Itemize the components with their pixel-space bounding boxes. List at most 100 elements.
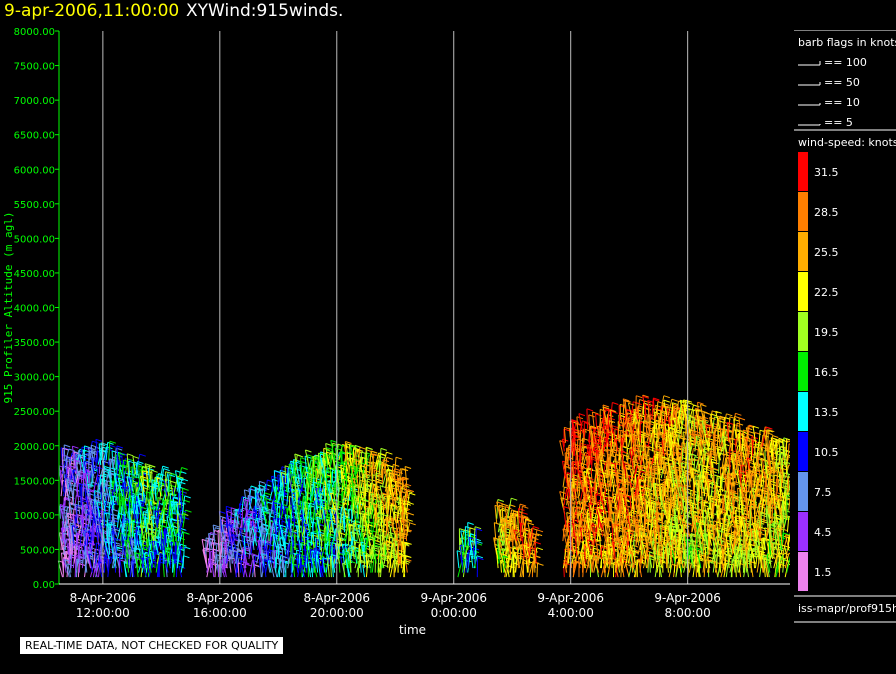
wind-barb <box>576 423 582 443</box>
wind-barb <box>154 510 158 528</box>
wind-barb-flag <box>335 447 342 451</box>
wind-barb <box>95 527 99 542</box>
wind-barb <box>354 550 358 564</box>
wind-barb <box>145 517 148 533</box>
wind-barb-flag <box>345 517 353 521</box>
wind-barb <box>474 538 477 555</box>
wind-barb <box>108 458 112 479</box>
wind-barb <box>116 521 122 542</box>
wind-barb-flag <box>227 515 234 519</box>
wind-barb <box>578 413 584 434</box>
wind-barb-flag <box>475 542 483 546</box>
wind-barb <box>352 497 355 510</box>
wind-barb <box>79 517 85 537</box>
wind-barb-flag <box>102 460 109 464</box>
wind-barb <box>588 414 591 434</box>
wind-barb <box>325 451 331 470</box>
wind-barb <box>64 481 68 501</box>
wind-barb <box>358 544 360 560</box>
wind-barb <box>465 552 469 573</box>
wind-barb-flag <box>407 501 414 505</box>
wind-barb-flag <box>140 475 147 479</box>
wind-barb <box>404 466 408 488</box>
wind-barb <box>123 499 129 519</box>
wind-barb <box>60 447 63 461</box>
wind-barb <box>500 524 504 537</box>
wind-barb <box>469 540 473 555</box>
wind-barb-flag <box>251 553 258 557</box>
wind-barb <box>308 561 311 578</box>
wind-barb <box>496 499 499 519</box>
wind-barb <box>384 457 388 474</box>
wind-barb-flag <box>563 428 571 432</box>
wind-barb <box>367 554 371 569</box>
wind-barb-flag <box>525 518 532 522</box>
wind-barb-flag <box>470 533 477 537</box>
wind-barb <box>288 464 293 483</box>
wind-barb-flag <box>64 444 71 448</box>
wind-barb <box>329 556 332 578</box>
wind-barb <box>376 453 381 470</box>
wind-barb <box>360 465 364 479</box>
wind-barb <box>343 508 346 528</box>
wind-barb-flag <box>536 547 543 551</box>
wind-barb <box>99 556 102 573</box>
wind-barb-flag <box>157 497 165 501</box>
wind-barb <box>131 493 135 515</box>
wind-barb <box>121 497 124 515</box>
wind-barb <box>385 487 388 501</box>
wind-barb-flag <box>371 450 378 454</box>
wind-barb-flag <box>168 474 176 478</box>
wind-barb <box>248 539 252 560</box>
wind-barb <box>572 561 576 578</box>
wind-barb <box>125 526 128 542</box>
wind-barb-flag <box>319 529 327 533</box>
wind-barb <box>292 459 294 474</box>
wind-barb <box>361 511 364 533</box>
wind-barb-flag <box>284 534 292 538</box>
wind-barb <box>510 512 515 528</box>
wind-barb <box>566 512 570 533</box>
wind-barb-flag <box>400 491 408 495</box>
wind-barb <box>271 476 274 492</box>
wind-barb <box>239 503 242 519</box>
wind-barb <box>467 522 469 542</box>
wind-barb <box>396 482 401 497</box>
wind-barb <box>330 440 336 461</box>
wind-barb <box>71 525 75 546</box>
wind-barb-flag <box>162 465 169 469</box>
wind-barb-flag <box>265 497 272 501</box>
wind-barb <box>315 488 320 506</box>
wind-barb-flag <box>407 512 415 516</box>
wind-barb <box>99 474 102 488</box>
wind-barb <box>206 561 210 573</box>
wind-barb-flag <box>494 522 501 526</box>
wind-barb-flag <box>179 501 186 505</box>
wind-barb <box>314 493 319 510</box>
wind-barb <box>112 496 115 510</box>
wind-barb <box>298 540 301 555</box>
wind-barb <box>566 474 569 488</box>
wind-barb-flag <box>274 500 281 504</box>
wind-barb <box>212 542 215 564</box>
wind-barb <box>562 461 566 479</box>
wind-barb <box>352 522 355 537</box>
wind-barb <box>170 501 174 515</box>
wind-barb <box>242 561 248 578</box>
wind-barb <box>67 496 73 515</box>
wind-barb <box>578 481 581 497</box>
wind-barb <box>126 453 129 474</box>
wind-barb <box>148 464 152 479</box>
wind-barb <box>74 460 78 474</box>
wind-barb <box>75 476 80 492</box>
wind-barb-flag <box>383 468 390 472</box>
wind-barb <box>467 550 470 569</box>
wind-barb <box>406 492 410 510</box>
wind-barb <box>113 468 118 488</box>
wind-barb <box>95 555 98 569</box>
wind-barb <box>575 536 578 555</box>
wind-barb <box>134 552 139 569</box>
wind-barb-flag <box>179 481 186 485</box>
wind-barb <box>259 562 262 578</box>
wind-barb <box>383 547 385 564</box>
